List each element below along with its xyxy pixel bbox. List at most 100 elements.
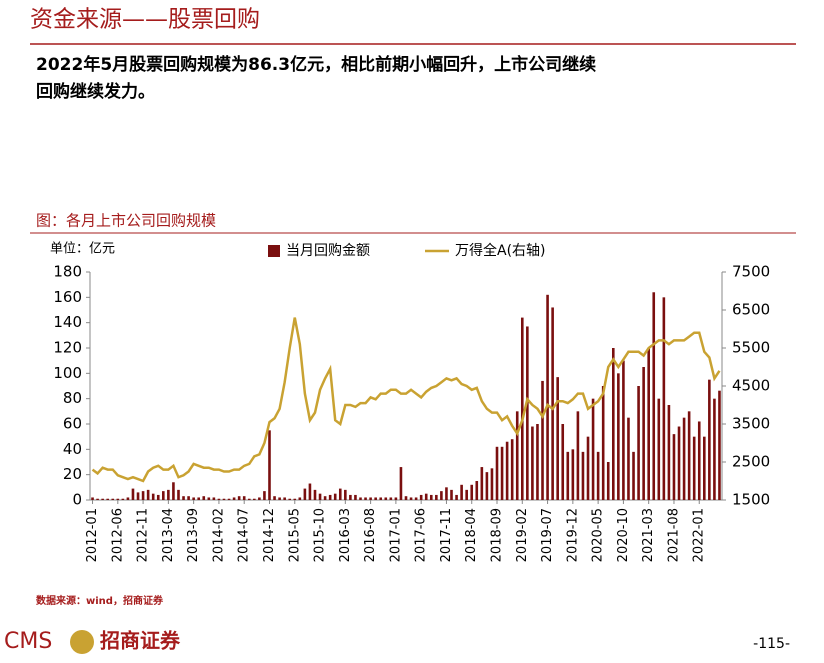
bar — [515, 411, 519, 500]
bar — [455, 494, 458, 500]
bar — [177, 489, 180, 500]
x-tick-label: 2018-04 — [464, 508, 479, 562]
bar — [121, 498, 125, 500]
x-tick-label: 2014-02 — [211, 508, 226, 562]
bar — [414, 497, 418, 500]
bar — [303, 488, 307, 500]
bar — [404, 496, 408, 500]
x-tick-label: 2015-10 — [313, 508, 328, 562]
logo: CMS — [4, 629, 52, 654]
bar — [551, 307, 554, 500]
bar — [364, 497, 367, 500]
bar — [96, 498, 99, 500]
bar — [136, 492, 140, 500]
bar — [440, 491, 443, 500]
bar — [258, 497, 261, 500]
x-tick-label: 2013-04 — [161, 508, 176, 562]
bar — [156, 494, 160, 500]
legend-label: 万得全A(右轴) — [455, 242, 546, 259]
logo-icon — [70, 630, 94, 654]
bar — [212, 497, 216, 500]
x-tick-label: 2015-05 — [287, 508, 302, 562]
bar — [333, 493, 337, 500]
x-tick-label: 2019-02 — [515, 508, 530, 562]
bar — [596, 451, 600, 500]
y2-tick-label: 5500 — [732, 339, 770, 357]
bar — [490, 468, 494, 500]
x-tick-label: 2022-01 — [692, 508, 707, 562]
x-tick-label: 2012-06 — [110, 508, 125, 562]
bar — [207, 497, 211, 500]
x-tick-label: 2013-09 — [186, 508, 201, 562]
y-tick-label: 80 — [63, 389, 82, 407]
bar — [288, 498, 292, 500]
bar — [500, 446, 504, 500]
y-tick-label: 100 — [53, 364, 82, 382]
bar — [480, 467, 484, 500]
y2-tick-label: 6500 — [732, 301, 770, 319]
bar — [687, 411, 691, 500]
x-tick-label: 2020-10 — [616, 508, 631, 562]
bar — [566, 451, 570, 500]
bar — [359, 497, 362, 500]
legend-swatch — [268, 245, 280, 257]
bar — [253, 498, 256, 500]
source: 数据来源：wind，招商证券 — [36, 594, 164, 607]
bar — [247, 498, 251, 500]
bar — [278, 497, 281, 500]
bar — [106, 498, 109, 500]
bar — [162, 491, 165, 500]
bar — [465, 489, 468, 500]
chart-title: 图：各月上市公司回购规模 — [36, 212, 216, 230]
bar — [237, 496, 241, 500]
bar — [662, 297, 666, 500]
bar — [399, 467, 403, 500]
x-tick-label: 2016-08 — [363, 508, 378, 562]
bar — [328, 494, 332, 500]
y2-tick-label: 2500 — [732, 453, 770, 471]
x-tick-label: 2014-12 — [262, 508, 277, 562]
bar — [692, 436, 696, 500]
body-text: 回购继续发力。 — [36, 81, 155, 102]
legend-label: 当月回购金额 — [286, 243, 370, 259]
bar — [505, 441, 509, 500]
bar — [126, 497, 130, 500]
x-tick-label: 2018-09 — [490, 508, 505, 562]
bar — [354, 494, 357, 500]
bar — [642, 367, 645, 500]
bar — [546, 294, 549, 500]
bar — [379, 497, 383, 500]
bar — [344, 489, 347, 500]
y-tick-label: 160 — [53, 288, 82, 306]
bar — [298, 497, 302, 500]
bar — [394, 497, 398, 500]
bar — [622, 360, 625, 500]
bar — [187, 496, 190, 500]
bar — [283, 497, 286, 500]
bar — [273, 496, 276, 500]
bar — [470, 484, 474, 500]
bar — [617, 373, 620, 500]
x-tick-label: 2012-01 — [85, 508, 100, 562]
bar — [632, 451, 635, 500]
bar — [101, 498, 104, 500]
bar — [293, 498, 297, 500]
logo-company: 招商证券 — [100, 629, 181, 653]
bar — [424, 493, 428, 500]
line — [91, 317, 721, 483]
bar — [419, 494, 423, 500]
bar — [217, 498, 221, 500]
bar — [556, 377, 559, 500]
bar — [313, 489, 317, 500]
bar — [591, 398, 595, 500]
bar — [318, 493, 322, 500]
bar — [369, 497, 372, 500]
bar — [202, 496, 206, 500]
bar — [495, 446, 499, 500]
bar — [146, 489, 150, 500]
y-tick-label: 120 — [53, 339, 82, 357]
bar — [263, 491, 266, 500]
bar — [485, 472, 489, 500]
bar — [384, 497, 388, 500]
